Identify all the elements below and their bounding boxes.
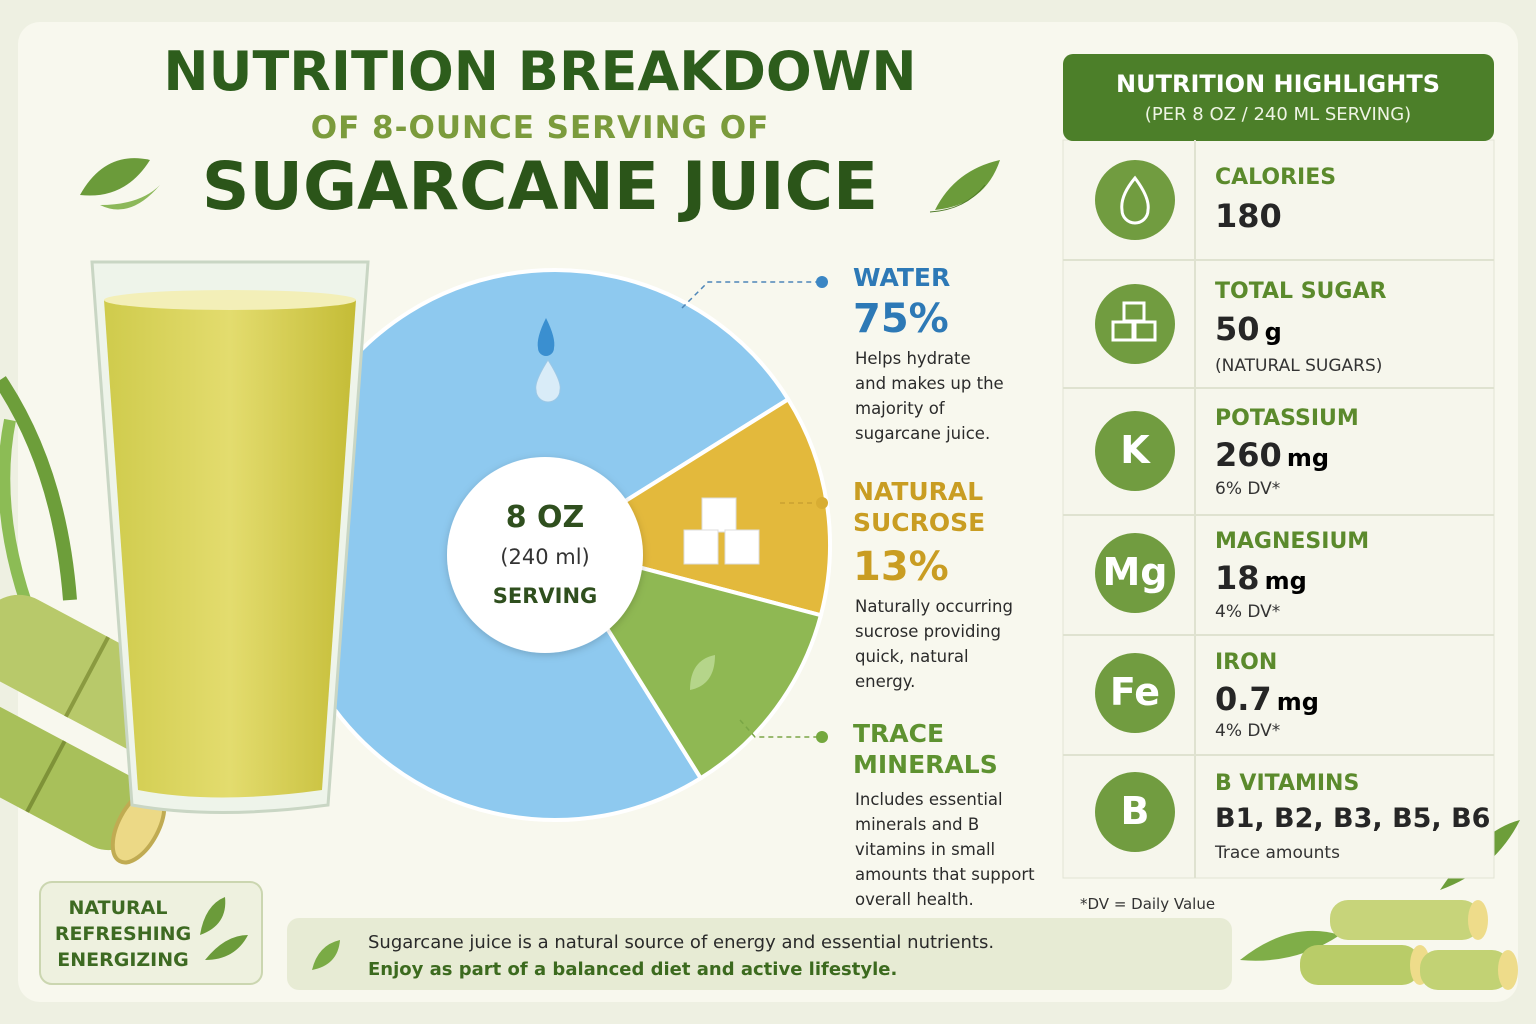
highlight-unit: mg: [1286, 444, 1330, 472]
footer-line: Enjoy as part of a balanced diet and act…: [368, 959, 898, 980]
highlights-panel: [1062, 139, 1495, 879]
title-leaves: [80, 158, 1000, 213]
title: NUTRITION BREAKDOWN: [163, 40, 917, 103]
slice-value-label: 13%: [853, 544, 949, 590]
flame-icon: [1120, 175, 1150, 225]
footnote: *DV = Daily Value: [1080, 895, 1216, 913]
highlight-note: (NATURAL SUGARS): [1215, 356, 1383, 376]
badge-line: REFRESHING: [54, 923, 192, 945]
icon-circles: [1095, 160, 1175, 852]
highlight-label: IRON: [1215, 650, 1278, 675]
highlights-title: NUTRITION HIGHLIGHTS: [1116, 70, 1440, 98]
highlight-label: B VITAMINS: [1215, 771, 1360, 796]
slice-label: TRACE MINERALS: [853, 719, 998, 779]
product: SUGARCANE JUICE: [201, 148, 879, 225]
glass: [90, 260, 370, 814]
highlight-unit: g: [1264, 318, 1282, 346]
highlight-value: B1, B2, B3, B5, B6: [1215, 803, 1491, 834]
sugar-cubes: [683, 497, 760, 565]
cubes-icon: [1111, 301, 1157, 342]
footer-line: Sugarcane juice is a natural source of e…: [368, 932, 995, 953]
footer-bar: [287, 918, 1232, 990]
highlight-icon: K: [1120, 428, 1150, 472]
slice-label: NATURAL SUCROSE: [853, 477, 986, 537]
leaders: [681, 281, 822, 738]
highlight-note: 4% DV*: [1215, 602, 1281, 622]
highlight-value-row: 0.7 mg: [1215, 680, 1319, 718]
highlight-value: 180: [1215, 197, 1282, 235]
slice-description: Includes essential minerals and B vitami…: [855, 790, 1035, 909]
highlight-label: POTASSIUM: [1215, 406, 1359, 431]
row-dividers: [1063, 140, 1494, 878]
highlight-unit: mg: [1264, 567, 1307, 595]
highlight-value-row: 18 mg: [1215, 559, 1307, 597]
highlight-note: 4% DV*: [1215, 721, 1281, 741]
highlight-value-row: 50 g: [1215, 310, 1282, 348]
highlight-value: 0.7: [1215, 680, 1272, 718]
highlights-header: [1063, 54, 1494, 141]
highlight-value: 50: [1215, 310, 1260, 348]
highlight-unit: mg: [1276, 688, 1319, 716]
highlight-icon: Fe: [1109, 670, 1161, 714]
slice-description: Helps hydrate and makes up the majority …: [855, 349, 1004, 443]
highlight-note: 6% DV*: [1215, 479, 1281, 499]
center-label: 8 OZ: [505, 500, 585, 535]
slice-description: Naturally occurring sucrose providing qu…: [855, 597, 1013, 691]
highlight-label: TOTAL SUGAR: [1215, 279, 1387, 304]
highlights-subtitle: (PER 8 OZ / 240 ML SERVING): [1144, 104, 1412, 125]
highlight-label: CALORIES: [1215, 165, 1337, 190]
center-label: SERVING: [492, 584, 598, 608]
badge-line: ENERGIZING: [57, 949, 189, 971]
highlight-value-row: 260 mg: [1215, 436, 1329, 474]
highlight-icon: B: [1120, 789, 1150, 833]
badge-line: NATURAL: [68, 897, 168, 919]
highlight-note: Trace amounts: [1215, 843, 1340, 863]
slice-value-label: 75%: [853, 296, 949, 342]
highlight-value: 18: [1215, 559, 1260, 597]
subtitle: OF 8-OUNCE SERVING OF: [310, 110, 770, 146]
center-label: (240 ml): [500, 545, 590, 569]
center-circle: [447, 457, 643, 653]
highlight-icon: Mg: [1102, 550, 1168, 594]
highlight-value: 260: [1215, 436, 1282, 474]
highlight-label: MAGNESIUM: [1215, 529, 1370, 554]
slice-label: WATER: [853, 263, 951, 292]
